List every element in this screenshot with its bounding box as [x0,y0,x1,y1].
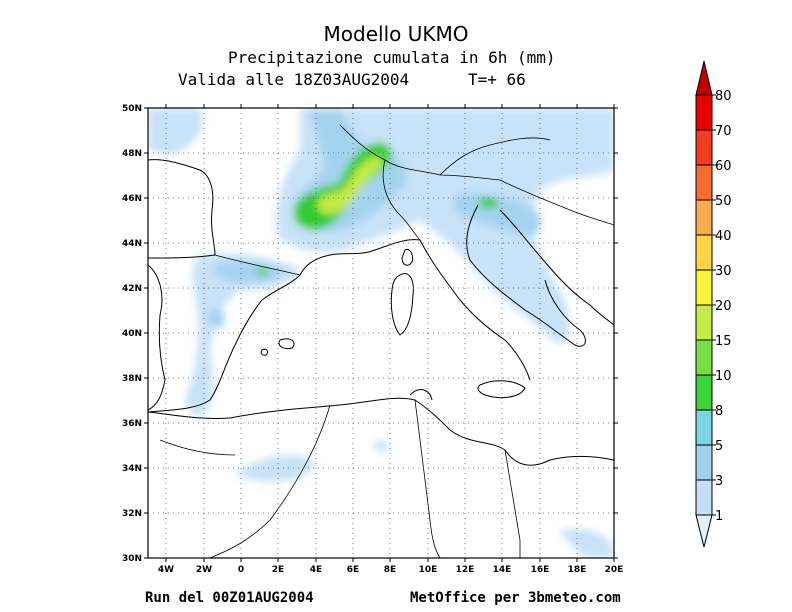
precip-core [317,156,383,215]
lat-label: 42N [122,284,142,294]
lat-label: 40N [122,329,142,339]
legend-label: 15 [715,334,732,349]
legend-label: 80 [715,89,732,104]
legend-label: 70 [715,124,732,139]
lat-label: 34N [122,464,142,474]
lat-label: 36N [122,419,142,429]
lat-label: 48N [122,149,142,159]
coastlines [148,159,614,466]
tick-marks [144,104,618,562]
precip-area-lower-right [560,528,614,558]
precip-mid-adriatic [455,193,541,236]
precip-area-africa [237,455,315,482]
borders [159,124,614,558]
legend-swatch [695,444,713,481]
legend-label: 8 [715,404,723,419]
longitude-labels: 4W 2W 0 2E 4E 6E 8E 10E 12E 14E 16E 18E … [158,565,623,575]
legend-labels: 80 70 60 50 40 30 20 15 10 8 5 3 1 [715,89,732,524]
legend-swatch [695,234,713,271]
legend-label: 60 [715,159,732,174]
forecast-step: T=+ 66 [468,70,526,89]
legend-swatch [695,304,713,341]
legend-swatch [695,339,713,376]
precipitation-layer [148,108,614,558]
lon-label: 12E [456,565,475,575]
lon-label: 6E [347,565,359,575]
lat-label: 32N [122,509,142,519]
latitude-labels: 50N 48N 46N 44N 42N 40N 38N 36N 34N 32N … [122,104,142,564]
precip-mid-iberia [213,261,285,284]
lon-label: 4E [310,565,322,575]
legend-swatch [695,479,713,516]
grid [148,108,614,558]
lat-label: 38N [122,374,142,384]
legend-label: 30 [715,264,732,279]
legend-label: 10 [715,369,732,384]
precip-green-pyrenees [256,266,269,275]
lon-label: 16E [531,565,550,575]
lat-label: 50N [122,104,142,114]
lon-label: 14E [493,565,512,575]
map-title: Modello UKMO [323,22,469,46]
lon-label: 2W [196,565,212,575]
lon-label: 2E [272,565,284,575]
lon-label: 4W [158,565,174,575]
lon-label: 8E [384,565,396,575]
legend-label: 20 [715,299,732,314]
legend-swatch [695,199,713,236]
legend-label: 40 [715,229,732,244]
lat-label: 30N [122,554,142,564]
legend-min-arrow [695,514,713,548]
color-legend [695,60,716,548]
legend-label: 3 [715,474,723,489]
legend-label: 1 [715,509,723,524]
precip-area-west [148,108,203,155]
lon-label: 18E [568,565,587,575]
precip-green-adriatic [478,197,499,209]
precip-area-sardinia [373,440,389,452]
legend-swatch [695,129,713,166]
legend-swatch [695,269,713,306]
run-info: Run del 00Z01AUG2004 [145,590,314,606]
valid-time: Valida alle 18Z03AUG2004 [178,70,410,89]
precip-area-iberia [185,253,300,416]
map-subtitle: Precipitazione cumulata in 6h (mm) [228,48,556,67]
lat-label: 44N [122,239,142,249]
legend-swatch [695,94,713,131]
lat-label: 46N [122,194,142,204]
legend-swatch [695,164,713,201]
lon-label: 10E [419,565,438,575]
lon-label: 0 [238,565,244,575]
legend-swatch [695,409,713,446]
legend-max-arrow [695,60,713,96]
legend-label: 5 [715,439,723,454]
credit-info: MetOffice per 3bmeteo.com [410,590,621,606]
legend-swatch [695,374,713,411]
legend-label: 50 [715,194,732,209]
lon-label: 20E [605,565,624,575]
precip-mid-small [208,308,225,329]
